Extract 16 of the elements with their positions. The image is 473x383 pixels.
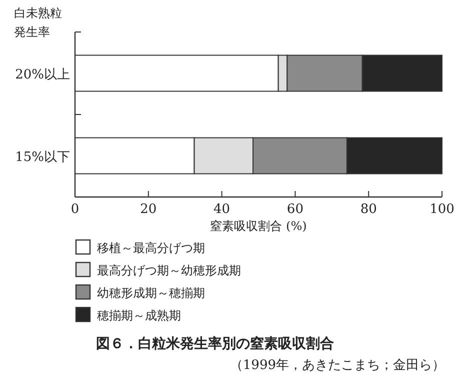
x-tick-label: 100 (430, 202, 454, 217)
x-tick-label: 0 (70, 202, 80, 217)
legend-label: 最高分げつ期～幼穂形成期 (97, 264, 241, 278)
x-axis-title: 窒素吸収割合 (%) (210, 219, 307, 233)
x-tick-label: 20 (140, 202, 157, 217)
text: （1999年，あきたこまち；金田ら） (230, 358, 445, 373)
y-tick-label: 15%以下 (15, 150, 70, 165)
y-tick-label: 20%以上 (15, 67, 70, 82)
x-tick-label: 60 (286, 202, 304, 217)
y-axis-title: 白未熟粒発生率 (14, 5, 63, 41)
x-tick-label: 40 (214, 202, 230, 217)
text: 図６．白粒米発生率別の窒素吸収割合 (96, 335, 334, 352)
legend-label: 幼穂形成期～穂揃期 (97, 286, 205, 300)
legend-label: 移植～最高分げつ期 (97, 241, 205, 255)
legend-label: 穂揃期～成熟期 (97, 308, 181, 322)
x-tick-label: 80 (360, 202, 377, 217)
